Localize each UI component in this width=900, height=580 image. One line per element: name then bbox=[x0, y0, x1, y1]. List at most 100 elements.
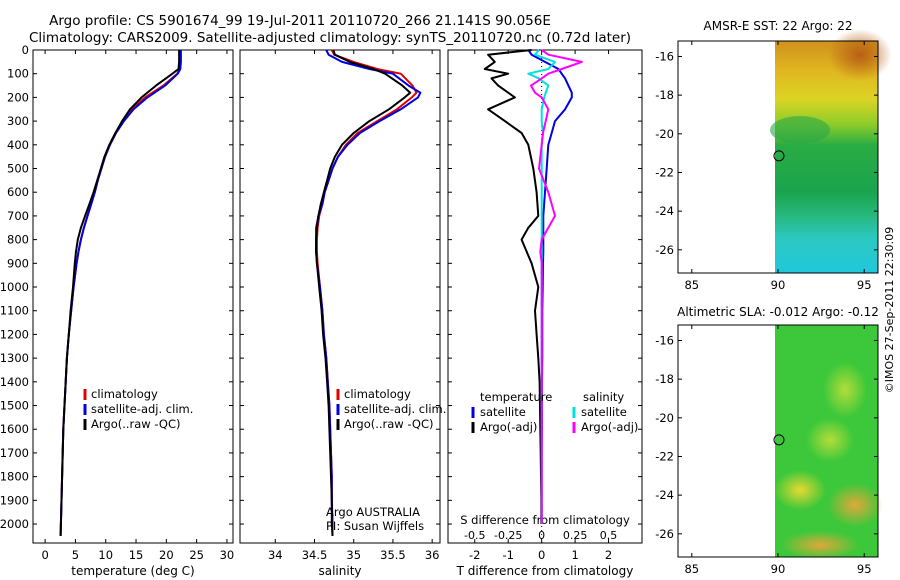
x-axis-label: salinity bbox=[318, 564, 361, 578]
sst-map-panel: AMSR-E SST: 22 Argo: 22 85 90 95 -16 -18 -20 -… bbox=[655, 19, 892, 292]
y-tick-label: 1700 bbox=[0, 446, 29, 460]
legend-label: satellite bbox=[581, 405, 627, 419]
y-tick-label: 1400 bbox=[0, 375, 29, 389]
map-y-tick-label: -22 bbox=[655, 449, 674, 463]
legend-title-temperature: temperature bbox=[480, 390, 552, 404]
map-y-tick-label: -16 bbox=[655, 333, 674, 347]
map-y-tick-label: -20 bbox=[655, 411, 674, 425]
map-y-tick-label: -26 bbox=[655, 243, 674, 257]
y-tick-label: 800 bbox=[7, 233, 29, 247]
y-tick-label: 500 bbox=[7, 162, 29, 176]
x-tick-label: 10 bbox=[98, 548, 113, 562]
x-tick-label: 2 bbox=[605, 548, 612, 562]
y-tick-label: 300 bbox=[7, 114, 29, 128]
legend-label: Argo(..raw -QC) bbox=[91, 417, 181, 431]
x-axis-label: temperature (deg C) bbox=[71, 564, 194, 578]
x-tick-label: 34 bbox=[268, 548, 283, 562]
legend-label: satellite-adj. clim. bbox=[91, 402, 193, 416]
legend-label: Argo(..raw -QC) bbox=[344, 417, 434, 431]
map-x-tick-label: 90 bbox=[771, 278, 786, 292]
salinity-panel: 34 34.5 35 35.5 36 salinity climatologysatelli… bbox=[239, 49, 446, 578]
s-tick-label: -0.25 bbox=[494, 529, 522, 542]
s-tick-label: 0 bbox=[538, 529, 545, 542]
difference-panel: -2 -1 0 1 2 T difference from climatology S di… bbox=[447, 49, 643, 578]
sla-map-axes: 85 90 95 -16 -18 -20 -22 -24 -26 bbox=[655, 325, 878, 576]
sla-map-blob-5 bbox=[780, 531, 860, 559]
map-y-tick-label: -16 bbox=[655, 49, 674, 63]
annotation-line-1: Argo AUSTRALIA bbox=[326, 505, 420, 519]
y-tick-label: 1100 bbox=[0, 304, 29, 318]
y-tick-label: 1300 bbox=[0, 351, 29, 365]
y-tick-label: 400 bbox=[7, 138, 29, 152]
s-tick-label: 0.25 bbox=[563, 529, 588, 542]
y-tick-label: 1000 bbox=[0, 280, 29, 294]
x-tick-label: 36 bbox=[425, 548, 440, 562]
y-tick-label: 100 bbox=[7, 67, 29, 81]
x-tick-label: 20 bbox=[159, 548, 174, 562]
x-tick-label: 34.5 bbox=[302, 548, 328, 562]
x-axis-label-top: S difference from climatology bbox=[460, 513, 630, 527]
legend-label: Argo(-adj) bbox=[581, 420, 638, 434]
map-x-tick-label: 95 bbox=[857, 278, 872, 292]
x-tick-label: 35.5 bbox=[380, 548, 406, 562]
series-line bbox=[315, 49, 412, 536]
timestamp: ©IMOS 27-Sep-2011 22:30:09 bbox=[883, 227, 896, 393]
legend-label: satellite bbox=[480, 405, 526, 419]
sst-map-title: AMSR-E SST: 22 Argo: 22 bbox=[704, 19, 853, 33]
sla-map-blob-4 bbox=[827, 483, 883, 527]
y-tick-label: 200 bbox=[7, 90, 29, 104]
y-tick-label: 1800 bbox=[0, 470, 29, 484]
sst-map-warm-patch bbox=[828, 29, 892, 81]
y-tick-label: 900 bbox=[7, 256, 29, 270]
x-tick-label: 35 bbox=[346, 548, 361, 562]
x-tick-label: 1 bbox=[571, 548, 578, 562]
plot-frame bbox=[32, 49, 234, 544]
map-x-tick-label: 95 bbox=[857, 562, 872, 576]
y-tick-label: 1200 bbox=[0, 327, 29, 341]
map-x-tick-label: 85 bbox=[684, 278, 699, 292]
title-line-2: Climatology: CARS2009. Satellite-adjuste… bbox=[29, 30, 631, 46]
y-tick-label: 2000 bbox=[0, 517, 29, 531]
x-tick-label: 5 bbox=[72, 548, 79, 562]
map-x-tick-label: 90 bbox=[771, 562, 786, 576]
legend-label: climatology bbox=[344, 387, 411, 401]
y-tick-label: 700 bbox=[7, 209, 29, 223]
legend-label: Argo(-adj) bbox=[480, 420, 537, 434]
y-tick-label: 600 bbox=[7, 185, 29, 199]
sla-map-blob-1 bbox=[823, 362, 867, 418]
y-tick-label: 0 bbox=[22, 43, 29, 57]
plot-frame bbox=[447, 49, 643, 544]
map-y-tick-label: -22 bbox=[655, 165, 674, 179]
sst-map-green-patch bbox=[770, 116, 830, 144]
legend-label: climatology bbox=[91, 387, 158, 401]
legend-title-salinity: salinity bbox=[583, 390, 624, 404]
map-y-tick-label: -18 bbox=[655, 372, 674, 386]
argo-position-marker bbox=[773, 434, 785, 446]
y-tick-label: 1900 bbox=[0, 493, 29, 507]
x-tick-label: 30 bbox=[220, 548, 235, 562]
x-tick-label: 0 bbox=[538, 548, 545, 562]
temperature-panel: 0100200300400500600700800900100011001200… bbox=[0, 43, 234, 578]
y-tick-label: 1500 bbox=[0, 399, 29, 413]
x-axis-label: T difference from climatology bbox=[456, 564, 634, 578]
title-line-1: Argo profile: CS 5901674_99 19-Jul-2011 … bbox=[49, 13, 551, 29]
map-y-tick-label: -20 bbox=[655, 127, 674, 141]
x-tick-label: -2 bbox=[469, 548, 480, 562]
sst-map-axes: 85 90 95 -16 -18 -20 -22 -24 -26 bbox=[655, 41, 878, 292]
s-tick-label: 0.5 bbox=[600, 529, 618, 542]
x-tick-label: 25 bbox=[189, 548, 204, 562]
x-tick-label: 0 bbox=[41, 548, 48, 562]
series-line bbox=[483, 49, 543, 524]
sla-map-blob-2 bbox=[806, 418, 854, 462]
map-y-tick-label: -24 bbox=[655, 204, 674, 218]
series-line bbox=[59, 50, 181, 536]
series-line bbox=[530, 49, 583, 524]
plot-frame bbox=[239, 49, 441, 544]
legend-label: satellite-adj. clim. bbox=[344, 402, 446, 416]
sla-map-panel: Altimetric SLA: -0.012 Argo: -0.12 85 90 9… bbox=[655, 305, 883, 576]
s-tick-label: -0.5 bbox=[464, 529, 485, 542]
x-tick-label: -1 bbox=[502, 548, 513, 562]
map-x-tick-label: 85 bbox=[684, 562, 699, 576]
map-y-tick-label: -26 bbox=[655, 527, 674, 541]
